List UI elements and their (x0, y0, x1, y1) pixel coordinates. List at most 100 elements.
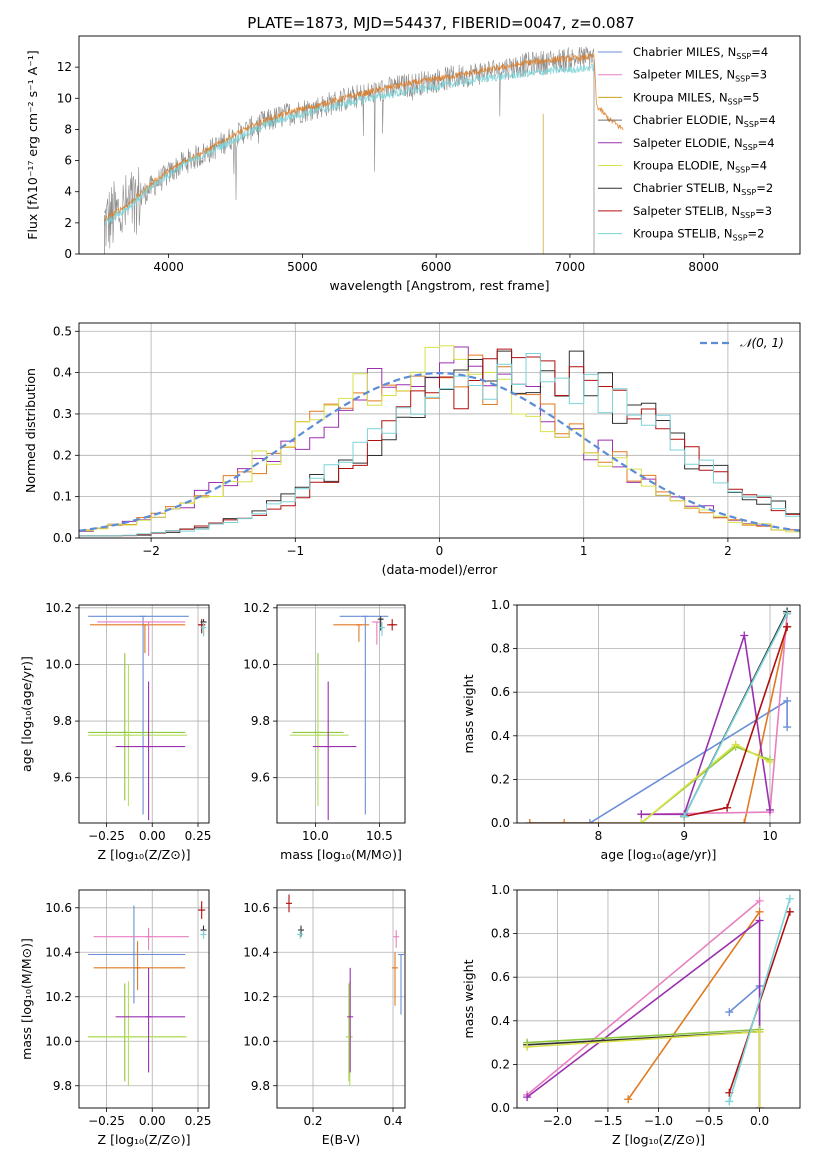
y-tick-label: 0.3 (53, 407, 72, 421)
panel-mass_vs_ebv: 0.2 0.4 9.8 10.0 10.2 10.4 10.6 E(B-V) (243, 889, 406, 1147)
series-marker (560, 819, 569, 823)
x-axis-label: Z [log₁₀(Z/Z⊙)] (612, 1132, 705, 1147)
y-axis-label: mass weight (461, 959, 476, 1038)
histogram (79, 345, 800, 533)
y-tick-label: 0.4 (491, 729, 510, 743)
legend-label: Kroupa MILES, NSSP=5 (633, 90, 759, 106)
series-marker (740, 631, 749, 640)
y-axis-label: mass weight (461, 674, 476, 753)
x-tick-label: 0.2 (303, 1114, 322, 1128)
axes-frame (516, 604, 801, 824)
y-tick-label: 6 (64, 154, 72, 168)
x-tick-label: 0 (436, 544, 444, 558)
legend-sub: SSP (741, 188, 756, 197)
legend-tail: =3 (755, 204, 772, 218)
series-line (640, 743, 771, 823)
y-tick-label: 0.0 (491, 816, 510, 830)
series-marker (755, 1104, 764, 1108)
axes-frame (78, 889, 210, 1109)
x-axis-label: (data-model)/error (382, 562, 499, 577)
y-tick-label: 10 (57, 91, 72, 105)
legend-label: Salpeter MILES, NSSP=3 (633, 68, 767, 84)
panel-spectrum: 4000 5000 6000 7000 8000 0 2 4 6 8 10 12 wavelength … (25, 35, 801, 293)
plot-area (525, 607, 792, 823)
x-tick-label: 10 (762, 829, 777, 843)
series-marker (783, 723, 792, 732)
x-tick-label: 8 (595, 829, 603, 843)
plot-area (289, 615, 398, 821)
y-tick-label: 0.8 (491, 927, 510, 941)
y-tick-label: 0.6 (491, 685, 510, 699)
legend-sub: SSP (735, 75, 750, 84)
series-line (683, 613, 788, 817)
legend-sub: SSP (735, 166, 750, 175)
legend-label: 𝒩(0, 1) (740, 336, 784, 350)
axes-frame (78, 604, 210, 824)
x-tick-label: 7000 (555, 260, 586, 274)
series-marker (731, 740, 740, 749)
axes-frame (276, 604, 406, 824)
legend-label: Salpeter ELODIE, NSSP=4 (633, 136, 775, 152)
series-marker (755, 916, 764, 925)
legend-tail: =3 (750, 68, 767, 82)
x-tick-label: −2.0 (543, 1114, 572, 1128)
histogram (79, 346, 800, 532)
panel-age_vs_Z: −0.25 0.00 0.25 9.6 9.8 10.0 10.2 Z [log₁₀(Z/Z⊙… (19, 601, 211, 862)
legend-label: Kroupa STELIB, NSSP=2 (633, 227, 764, 243)
y-tick-label: 9.8 (53, 1079, 72, 1093)
normal-curve (79, 371, 800, 532)
x-tick-label: 0.25 (185, 829, 212, 843)
legend-sub: SSP (728, 97, 743, 106)
y-tick-label: 0.4 (491, 1014, 510, 1028)
y-tick-label: 10.4 (45, 945, 72, 959)
panel-age_vs_mass: 10.0 10.5 9.6 9.8 10.0 10.2 mass [log₁₀(M/M⊙)] (243, 601, 406, 862)
series-marker (755, 907, 764, 916)
series-marker (785, 894, 794, 903)
x-axis-label: Z [log₁₀(Z/Z⊙)] (98, 847, 191, 862)
series-marker (637, 819, 646, 823)
y-tick-label: 0.5 (53, 324, 72, 338)
legend-tail: =4 (750, 159, 767, 173)
series-line (529, 699, 788, 823)
figure-title: PLATE=1873, MJD=54437, FIBERID=0047, z=0… (247, 14, 634, 32)
x-tick-label: −0.5 (694, 1114, 723, 1128)
series-marker (624, 1095, 633, 1104)
legend-label: Chabrier MILES, NSSP=4 (633, 45, 768, 61)
x-tick-label: −2 (142, 544, 160, 558)
series-line (641, 635, 771, 816)
plot-area (104, 46, 624, 254)
x-tick-label: −0.25 (88, 1114, 125, 1128)
y-tick-label: 9.8 (251, 1079, 270, 1093)
legend-tail: =4 (758, 136, 775, 150)
x-axis-label: wavelength [Angstrom, rest frame] (329, 278, 549, 293)
legend-tail: =2 (748, 227, 765, 241)
series-marker (755, 896, 764, 905)
y-tick-label: 10.2 (243, 601, 270, 615)
x-tick-label: 0.00 (139, 829, 166, 843)
y-tick-label: 9.6 (251, 771, 270, 785)
x-tick-label: 8000 (688, 260, 719, 274)
series-line (526, 900, 761, 1096)
panel-mass_weight_vs_Z: −2.0 −1.5 −1.0 −0.5 0.0 0.0 0.2 0.4 0.6 0.8 1.0 Z [… (461, 883, 801, 1147)
y-tick-label: 0.2 (491, 772, 510, 786)
series-line (527, 1028, 760, 1044)
legend-sub: SSP (740, 211, 755, 220)
histogram (79, 353, 800, 537)
series-marker (523, 1042, 532, 1051)
legend-tail: =5 (743, 90, 760, 104)
y-tick-label: 2 (64, 216, 72, 230)
legend-label: Chabrier ELODIE, NSSP=4 (633, 113, 776, 129)
y-tick-label: 0.8 (491, 642, 510, 656)
series-marker (783, 609, 792, 618)
axes-frame (276, 889, 406, 1109)
y-tick-label: 0.4 (53, 366, 72, 380)
x-tick-label: −1 (286, 544, 304, 558)
y-tick-label: 12 (57, 60, 72, 74)
series-line (728, 898, 791, 1102)
legend-sub: SSP (736, 52, 751, 61)
x-axis-label: age [log₁₀(age/yr)] (601, 847, 717, 862)
series-marker (723, 803, 732, 812)
x-tick-label: 0.0 (750, 1114, 769, 1128)
legend-sub: SSP (744, 120, 759, 129)
series-marker (785, 907, 794, 916)
